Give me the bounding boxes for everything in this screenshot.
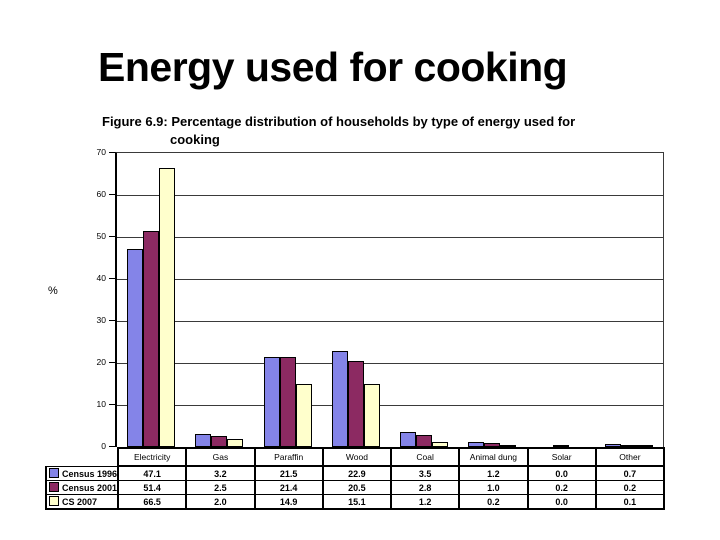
bar-census-2001-gas (211, 436, 227, 447)
data-table: Electricity Gas Paraffin Wood Coal Animal dun… (44, 447, 666, 510)
bar-census-1996-paraffin (264, 357, 280, 447)
slide-title: Energy used for cooking (98, 44, 568, 90)
value-cell: 20.5 (321, 480, 393, 495)
table-corner-cell (46, 448, 118, 466)
value-cell: 3.5 (390, 465, 461, 481)
bar-census-1996-wood (332, 351, 348, 447)
figure-caption: Figure 6.9: Percentage distribution of h… (102, 113, 575, 149)
bar-census-1996-gas (195, 434, 211, 447)
category-header-cell: Coal (390, 447, 461, 467)
value-cell: 66.5 (117, 494, 188, 510)
value-cell: 0.7 (594, 465, 666, 481)
category-header-cell: Animal dung (458, 447, 529, 467)
value-cell: 2.8 (390, 480, 461, 495)
value-cell: 21.5 (253, 465, 324, 481)
y-tick (109, 404, 116, 405)
legend-cell: Census 1996 (44, 465, 120, 481)
value-cell: 15.1 (321, 494, 393, 510)
legend-label: Census 2001 (62, 483, 118, 493)
value-cell: 1.2 (390, 494, 461, 510)
gridline-20 (117, 363, 663, 364)
y-tick (109, 278, 116, 279)
value-cell: 51.4 (117, 480, 188, 495)
category-header-cell: Other (594, 447, 666, 467)
gridline-50 (117, 237, 663, 238)
y-tick (109, 152, 116, 153)
legend-cell: CS 2007 (44, 494, 120, 510)
bar-census-1996-electricity (127, 249, 143, 447)
bar-census-1996-other (605, 444, 621, 447)
value-cell: 0.2 (458, 494, 529, 510)
bar-census-2001-wood (348, 361, 364, 447)
bar-cs-2007-animal-dung (500, 445, 516, 447)
table-row: CS 2007 66.5 2.0 14.9 15.1 1.2 0.2 0.0 0.1 (44, 494, 666, 510)
value-cell: 2.0 (185, 494, 256, 510)
bar-cs-2007-gas (227, 439, 243, 447)
value-cell: 21.4 (253, 480, 324, 495)
y-tick-label: 50 (96, 231, 106, 241)
gridline-40 (117, 279, 663, 280)
bar-census-2001-paraffin (280, 357, 296, 447)
bar-cs-2007-coal (432, 442, 448, 447)
legend-chip-census-1996 (49, 467, 59, 478)
value-cell: 22.9 (321, 465, 393, 481)
bar-cs-2007-wood (364, 384, 380, 447)
y-tick-label: 60 (96, 189, 106, 199)
value-cell: 1.2 (458, 465, 529, 481)
table-row: Census 1996 47.1 3.2 21.5 22.9 3.5 1.2 0.0 0.7 (44, 465, 666, 481)
y-tick-label: 30 (96, 315, 106, 325)
table-row: Census 2001 51.4 2.5 21.4 20.5 2.8 1.0 0.2 0.2 (44, 480, 666, 495)
value-cell: 2.5 (185, 480, 256, 495)
y-tick-label: 40 (96, 273, 106, 283)
bar-cs-2007-other (637, 445, 653, 447)
legend-chip-census-2001 (49, 482, 59, 492)
y-tick-label: 10 (96, 399, 106, 409)
value-cell: 3.2 (185, 465, 256, 481)
y-tick-label: 70 (96, 147, 106, 157)
gridline-10 (117, 405, 663, 406)
bar-census-2001-other (621, 445, 637, 447)
bar-cs-2007-paraffin (296, 384, 312, 447)
bar-census-2001-animal-dung (484, 443, 500, 447)
bar-census-2001-electricity (143, 231, 159, 447)
y-tick-label: 0 (101, 441, 106, 451)
bar-census-2001-coal (416, 435, 432, 447)
value-cell: 0.2 (526, 480, 597, 495)
bar-census-1996-animal-dung (468, 442, 484, 447)
figure-caption-line2: cooking (170, 132, 220, 147)
plot-area (115, 152, 664, 447)
category-header-cell: Paraffin (253, 447, 324, 467)
value-cell: 0.0 (526, 494, 597, 510)
value-cell: 0.2 (594, 480, 666, 495)
y-tick (109, 194, 116, 195)
value-cell: 14.9 (253, 494, 324, 510)
value-cell: 1.0 (458, 480, 529, 495)
bar-cs-2007-electricity (159, 168, 175, 447)
category-header-cell: Solar (526, 447, 597, 467)
y-tick (109, 446, 116, 447)
bar-census-2001-solar (553, 445, 569, 447)
table-header-row: Electricity Gas Paraffin Wood Coal Animal dun… (46, 447, 666, 467)
value-cell: 0.0 (526, 465, 597, 481)
value-cell: 0.1 (594, 494, 666, 510)
value-cell: 47.1 (117, 465, 188, 481)
y-tick (109, 362, 116, 363)
gridline-60 (117, 195, 663, 196)
y-tick-label: 20 (96, 357, 106, 367)
figure-caption-line1: Figure 6.9: Percentage distribution of h… (102, 114, 576, 129)
y-axis-label: % (48, 285, 58, 297)
legend-label: CS 2007 (62, 497, 98, 507)
bar-census-1996-coal (400, 432, 416, 447)
gridline-30 (117, 321, 663, 322)
category-header-cell: Gas (185, 447, 256, 467)
category-header-cell: Electricity (117, 447, 188, 467)
legend-cell: Census 2001 (44, 480, 120, 495)
legend-label: Census 1996 (62, 468, 118, 479)
legend-chip-cs-2007 (49, 496, 59, 506)
y-tick (109, 320, 116, 321)
category-header-cell: Wood (321, 447, 393, 467)
y-tick (109, 236, 116, 237)
